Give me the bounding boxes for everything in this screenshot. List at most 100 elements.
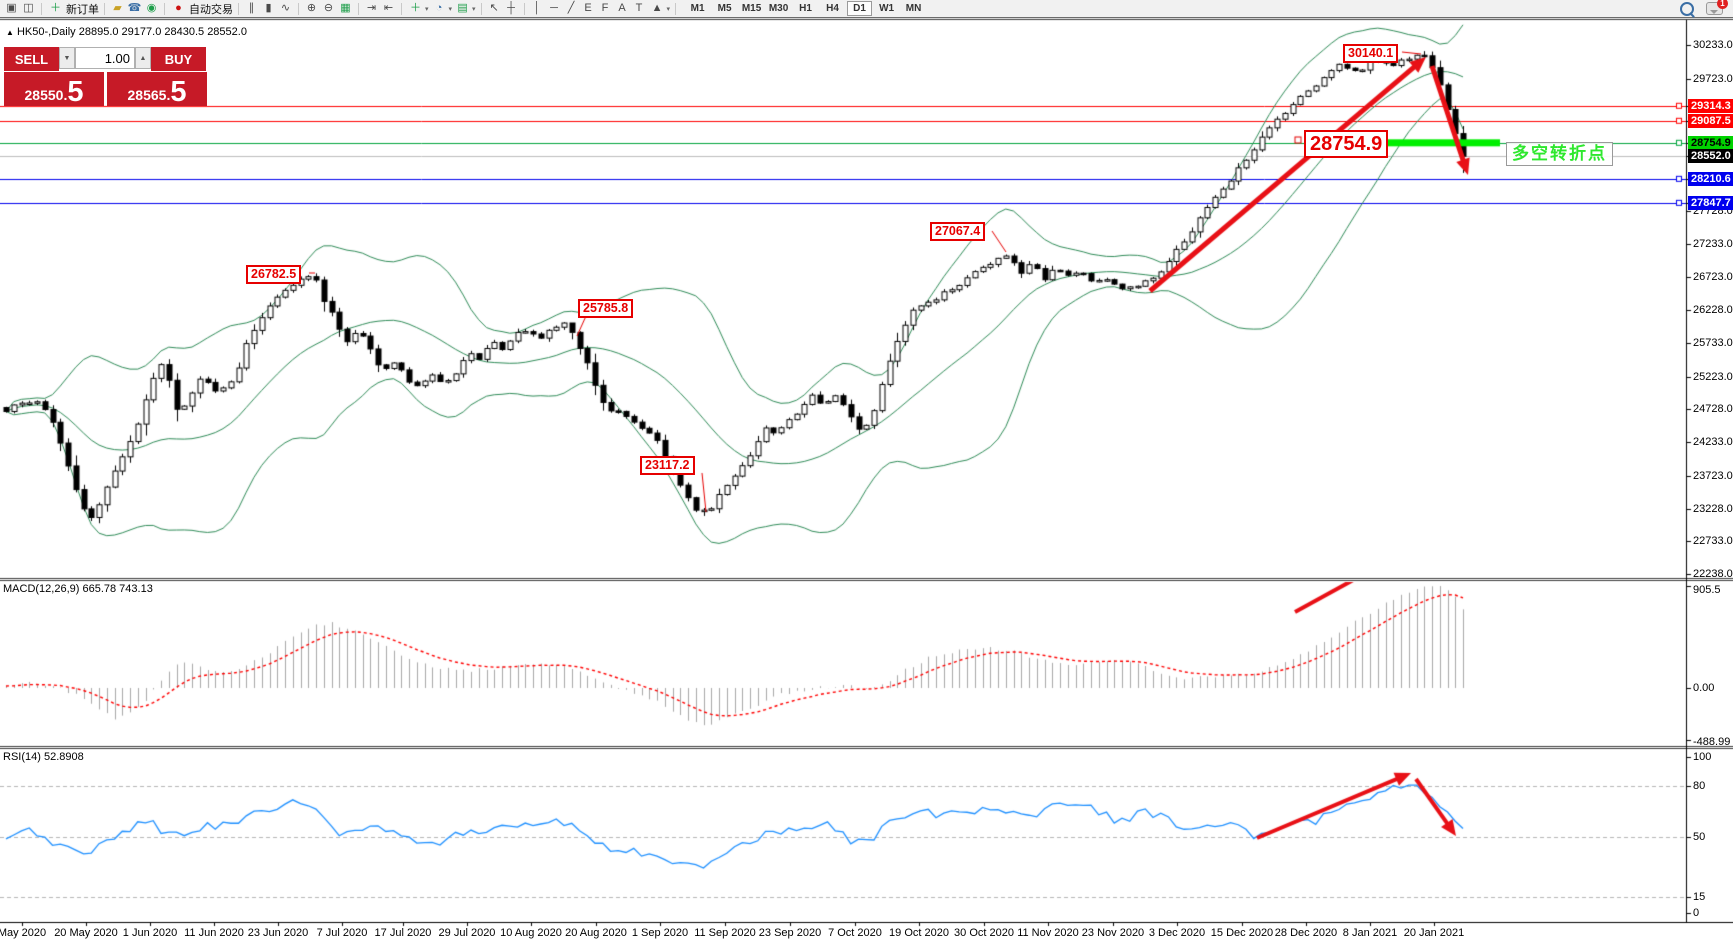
price-axis-tick: 23228.0 bbox=[1693, 502, 1733, 515]
text-icon[interactable]: A bbox=[618, 2, 626, 14]
date-axis-label: 29 Jul 2020 bbox=[438, 927, 496, 939]
price-axis-tick: 26723.0 bbox=[1693, 271, 1733, 284]
price-line-tag: 29087.5 bbox=[1688, 113, 1733, 128]
toolbar-separator bbox=[523, 2, 525, 15]
toolbar-separator bbox=[164, 2, 165, 15]
add-indicator-icon: ＋ bbox=[410, 2, 421, 14]
timeframe-button-d1[interactable]: D1 bbox=[847, 1, 873, 16]
rsi-label: RSI(14) 52.8908 bbox=[3, 751, 84, 763]
signal-icon[interactable]: ◉ bbox=[146, 2, 157, 14]
macd-label: MACD(12,26,9) 665.78 743.13 bbox=[3, 583, 153, 595]
volume-input[interactable] bbox=[75, 47, 135, 69]
price-axis-tick: 27233.0 bbox=[1693, 237, 1733, 250]
date-axis-label: 17 Jul 2020 bbox=[374, 927, 432, 939]
rsi-axis-tick: 15 bbox=[1693, 890, 1706, 903]
price-callout-high: 30140.1 bbox=[1343, 44, 1399, 63]
price-callout-level: 28754.9 bbox=[1304, 130, 1389, 158]
price-axis-tick: 25223.0 bbox=[1693, 370, 1733, 383]
timeframe-button-m1[interactable]: M1 bbox=[690, 3, 705, 14]
phone-icon[interactable]: ☎ bbox=[127, 2, 142, 14]
shapes-icon: ▲ bbox=[651, 2, 663, 14]
date-axis-label: 11 Sep 2020 bbox=[694, 927, 756, 939]
add-indicator-button[interactable]: ＋ ▾ bbox=[407, 1, 429, 16]
timeframe-button-h1[interactable]: H1 bbox=[799, 3, 812, 14]
macd-axis-tick: 0.00 bbox=[1693, 682, 1715, 694]
date-axis-label: 20 May 2020 bbox=[54, 927, 118, 939]
sell-price[interactable]: 28550. 5 bbox=[4, 72, 104, 108]
dropdown-arrow-icon: ▾ bbox=[448, 5, 453, 13]
timeframe-button-m5[interactable]: M5 bbox=[717, 3, 732, 14]
turning-point-annotation: 多空转折点 bbox=[1506, 142, 1613, 166]
period-button[interactable]: ◔ ▾ bbox=[431, 1, 453, 16]
new-order-label: 新订单 bbox=[66, 3, 99, 16]
timeframe-button-mn[interactable]: MN bbox=[905, 3, 922, 14]
notifications-icon[interactable]: 1 bbox=[1706, 0, 1728, 15]
price-axis-tick: 29723.0 bbox=[1693, 72, 1733, 85]
timeframe-button-m30[interactable]: M30 bbox=[768, 3, 789, 14]
tile-windows-icon[interactable]: ▦ bbox=[340, 2, 351, 14]
fibonacci-icon[interactable]: F bbox=[601, 2, 609, 14]
toolbar-separator bbox=[104, 2, 105, 15]
toolbar-separator bbox=[480, 2, 482, 15]
price-axis-tick: 22733.0 bbox=[1693, 535, 1733, 548]
text-label-icon[interactable]: T bbox=[635, 2, 643, 14]
arrows-dropdown[interactable]: ▲ ▾ bbox=[649, 1, 670, 16]
date-axis-label: 23 Nov 2020 bbox=[1081, 927, 1145, 939]
equidistant-channel-icon[interactable]: E bbox=[584, 2, 592, 14]
chart-shift-icon[interactable]: ⇤ bbox=[383, 2, 394, 14]
sell-price-big-digit: 5 bbox=[67, 76, 84, 108]
autotrade-button[interactable]: ● 自动交易 bbox=[170, 1, 233, 16]
toolbar-separator bbox=[358, 2, 359, 15]
zoom-out-icon[interactable]: ⊖ bbox=[323, 2, 334, 14]
line-chart-icon[interactable]: ∿ bbox=[280, 2, 291, 14]
chart-window-icon[interactable]: ▣ bbox=[6, 2, 17, 14]
date-axis-label: 11 Nov 2020 bbox=[1017, 927, 1079, 939]
candlestick-chart-icon[interactable]: ▮ bbox=[265, 2, 272, 14]
bar-chart-icon[interactable]: ∥ bbox=[248, 2, 255, 14]
template-button[interactable]: ▤ ▾ bbox=[454, 1, 475, 16]
market-watch-icon[interactable]: ◫ bbox=[23, 2, 34, 14]
price-axis-tick: 24728.0 bbox=[1693, 403, 1733, 416]
timeframe-button-h4[interactable]: H4 bbox=[826, 3, 839, 14]
toolbar-right-group: 1 bbox=[1680, 0, 1728, 16]
sell-button[interactable]: SELL bbox=[4, 47, 59, 71]
trendline-icon[interactable]: ╱ bbox=[567, 2, 575, 14]
buy-price-big-digit: 5 bbox=[170, 76, 187, 108]
cursor-icon[interactable]: ↖ bbox=[489, 2, 499, 14]
price-axis-tick: 30233.0 bbox=[1693, 39, 1733, 51]
vertical-line-icon[interactable]: │ bbox=[533, 2, 541, 14]
gold-icon[interactable]: ▰ bbox=[113, 2, 122, 14]
dropdown-arrow-icon: ▾ bbox=[425, 5, 429, 13]
timeframe-button-m15[interactable]: M15 bbox=[741, 3, 762, 14]
template-icon: ▤ bbox=[457, 2, 468, 14]
symbol-marker-icon: ▲ bbox=[6, 28, 14, 37]
price-axis-tick: 26228.0 bbox=[1693, 304, 1733, 317]
rsi-axis-tick: 50 bbox=[1693, 831, 1706, 843]
date-axis-label: 7 Oct 2020 bbox=[828, 927, 882, 939]
date-axis-label: 20 Jan 2021 bbox=[1403, 927, 1465, 939]
crosshair-icon[interactable]: ┼ bbox=[507, 2, 515, 14]
timeframe-button-w1[interactable]: W1 bbox=[879, 3, 895, 14]
toolbar-separator bbox=[298, 2, 299, 15]
buy-button[interactable]: BUY bbox=[151, 47, 206, 71]
price-line-tag: 27847.7 bbox=[1688, 195, 1733, 210]
new-order-button[interactable]: ＋ 新订单 bbox=[47, 1, 99, 16]
price-line-tag: 29314.3 bbox=[1688, 98, 1733, 113]
zoom-in-icon[interactable]: ⊕ bbox=[306, 2, 317, 14]
horizontal-line-icon[interactable]: ─ bbox=[550, 2, 558, 14]
timeframe-group: M1 M5 M15 M30 H1 H4 D1 W1 MN bbox=[684, 1, 927, 16]
rsi-axis-tick: 80 bbox=[1693, 780, 1706, 792]
rsi-axis-tick: 100 bbox=[1693, 751, 1712, 763]
volume-up-button[interactable]: ▲ bbox=[135, 47, 151, 69]
one-click-trading-panel: SELL ▼ ▲ BUY 28550.5 28565.5 bbox=[4, 47, 207, 108]
auto-scroll-icon[interactable]: ⇥ bbox=[366, 2, 377, 14]
date-axis-label: 23 Jun 2020 bbox=[247, 927, 309, 939]
search-icon[interactable] bbox=[1680, 1, 1694, 16]
current-price-tag: 28552.0 bbox=[1688, 149, 1733, 164]
rsi-axis-tick: 0 bbox=[1693, 907, 1700, 919]
buy-price[interactable]: 28565. 5 bbox=[107, 72, 207, 108]
autotrade-label: 自动交易 bbox=[189, 3, 233, 16]
volume-down-button[interactable]: ▼ bbox=[59, 47, 75, 69]
